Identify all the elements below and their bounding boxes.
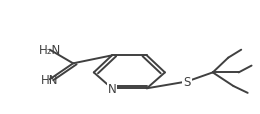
Text: N: N [108,82,116,95]
Text: HN: HN [41,73,58,86]
Text: S: S [183,75,191,88]
Text: H₂N: H₂N [39,44,61,57]
